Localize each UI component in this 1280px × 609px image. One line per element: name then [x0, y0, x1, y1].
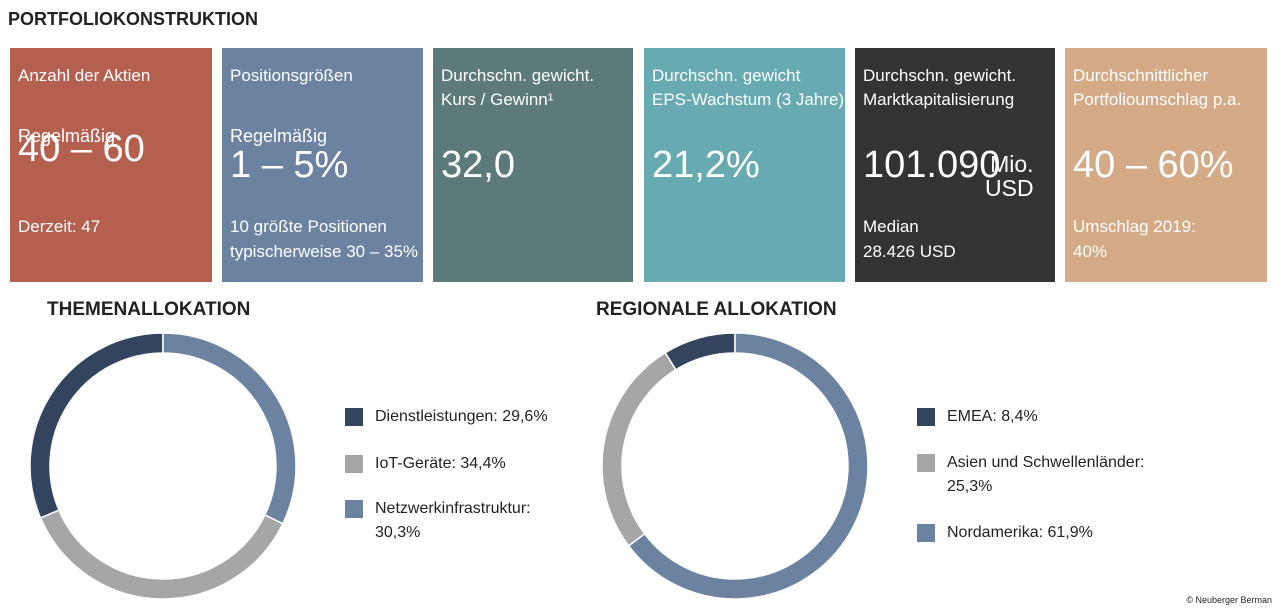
legend-label: IoT-Geräte: 34,4%	[375, 455, 506, 472]
card-value: 40 – 60	[18, 128, 145, 170]
card-note-line: Median	[863, 217, 919, 236]
card-value: 21,2%	[652, 144, 760, 186]
card-label: Durchschn. gewicht EPS-Wachstum (3 Jahre)	[652, 64, 844, 112]
page-title: PORTFOLIOKONSTRUKTION	[8, 9, 258, 29]
card: Durchschn. gewicht. Marktkapitalisierung 1…	[855, 48, 1055, 282]
legend-swatch	[917, 408, 935, 426]
card-value: 1 – 5%	[230, 144, 349, 186]
legend-item: Netzwerkinfrastruktur: 30,3%	[345, 497, 575, 545]
card-label-line: Kurs / Gewinn¹	[441, 90, 554, 109]
card-label-line: EPS-Wachstum (3 Jahre)	[652, 90, 845, 109]
chart-title: REGIONALE ALLOKATION	[596, 299, 837, 320]
card-label-line: Anzahl der Aktien	[18, 66, 151, 85]
card: Durchschnittlicher Portfolioumschlag p.a.…	[1065, 48, 1267, 282]
donut-segment	[601, 351, 677, 547]
card-note-line: Derzeit: 47	[18, 217, 101, 236]
card: Durchschn. gewicht. Kurs / Gewinn¹ 32,0	[433, 48, 633, 282]
legend-label: Dienstleistungen: 29,6%	[375, 408, 548, 425]
legend-item: Dienstleistungen: 29,6%	[345, 405, 575, 429]
card-label: Durchschn. gewicht. Kurs / Gewinn¹	[441, 64, 594, 112]
card-value: 32,0	[441, 144, 515, 186]
card-label-line: Positionsgrößen	[230, 66, 353, 85]
legend-label: EMEA: 8,4%	[947, 408, 1038, 425]
legend-item: EMEA: 8,4%	[917, 405, 1147, 429]
card-note-line: typischerweise 30 – 35%	[230, 242, 419, 261]
legend-label: Asien und Schwellenländer: 25,3%	[947, 454, 1145, 495]
legend-item: IoT-Geräte: 34,4%	[345, 452, 575, 476]
legend-item: Asien und Schwellenländer: 25,3%	[917, 451, 1147, 499]
card-value: 40 – 60%	[1073, 144, 1234, 186]
donut-segment	[627, 332, 869, 600]
card-note-line: 28.426 USD	[863, 242, 956, 261]
card-label: Positionsgrößen	[230, 64, 353, 88]
legend-swatch	[917, 524, 935, 542]
card-note: Derzeit: 47	[18, 214, 100, 239]
card-note-line: Umschlag 2019:	[1073, 217, 1196, 236]
card-label: Durchschnittlicher Portfolioumschlag p.a.	[1073, 64, 1241, 112]
legend-label: Netzwerkinfrastruktur: 30,3%	[375, 500, 531, 541]
card-label-line: Marktkapitalisierung	[863, 90, 1015, 109]
card: Anzahl der Aktien Regelmäßig 40 – 60 Derzei…	[10, 48, 212, 282]
card-label-line: Durchschn. gewicht.	[863, 66, 1017, 85]
card-unit-line: Mio.	[990, 151, 1034, 177]
card-label-line: Durchschnittlicher	[1073, 66, 1209, 85]
card: Positionsgrößen Regelmäßig 1 – 5% 10 größte…	[222, 48, 423, 282]
card-label-line: Durchschn. gewicht	[652, 66, 801, 85]
card-note: 10 größte Positionen typischerweise 30 – …	[230, 214, 418, 264]
donut-segment	[39, 509, 284, 600]
card-note-line: 40%	[1073, 242, 1108, 261]
card-note: Median 28.426 USD	[863, 214, 956, 264]
card-sub: Regelmäßig	[230, 126, 328, 146]
legend-swatch	[345, 500, 363, 518]
card-value: 101.090	[863, 144, 1001, 186]
legend-swatch	[345, 408, 363, 426]
card: Durchschn. gewicht EPS-Wachstum (3 Jahre)…	[644, 48, 845, 282]
card-note: Umschlag 2019: 40%	[1073, 214, 1196, 264]
legend-swatch	[345, 455, 363, 473]
card-sub: Regelmäßig	[18, 126, 116, 146]
donut-segment	[29, 332, 164, 519]
legend-item: Nordamerika: 61,9%	[917, 521, 1147, 545]
card-unit-line: USD	[985, 175, 1034, 201]
card-label: Anzahl der Aktien	[18, 64, 150, 88]
card-label-line: Portfolioumschlag p.a.	[1073, 90, 1242, 109]
donut-segment	[664, 332, 736, 371]
card-label: Durchschn. gewicht. Marktkapitalisierung	[863, 64, 1016, 112]
legend-label: Nordamerika: 61,9%	[947, 524, 1093, 541]
chart-title: THEMENALLOKATION	[47, 299, 251, 320]
card-label-line: Durchschn. gewicht.	[441, 66, 595, 85]
donut-segment	[162, 332, 297, 525]
card-note-line: 10 größte Positionen	[230, 217, 387, 236]
legend-swatch	[917, 454, 935, 472]
copyright: © Neuberger Berman	[1186, 595, 1272, 605]
card-unit: Mio. USD	[985, 152, 1034, 200]
